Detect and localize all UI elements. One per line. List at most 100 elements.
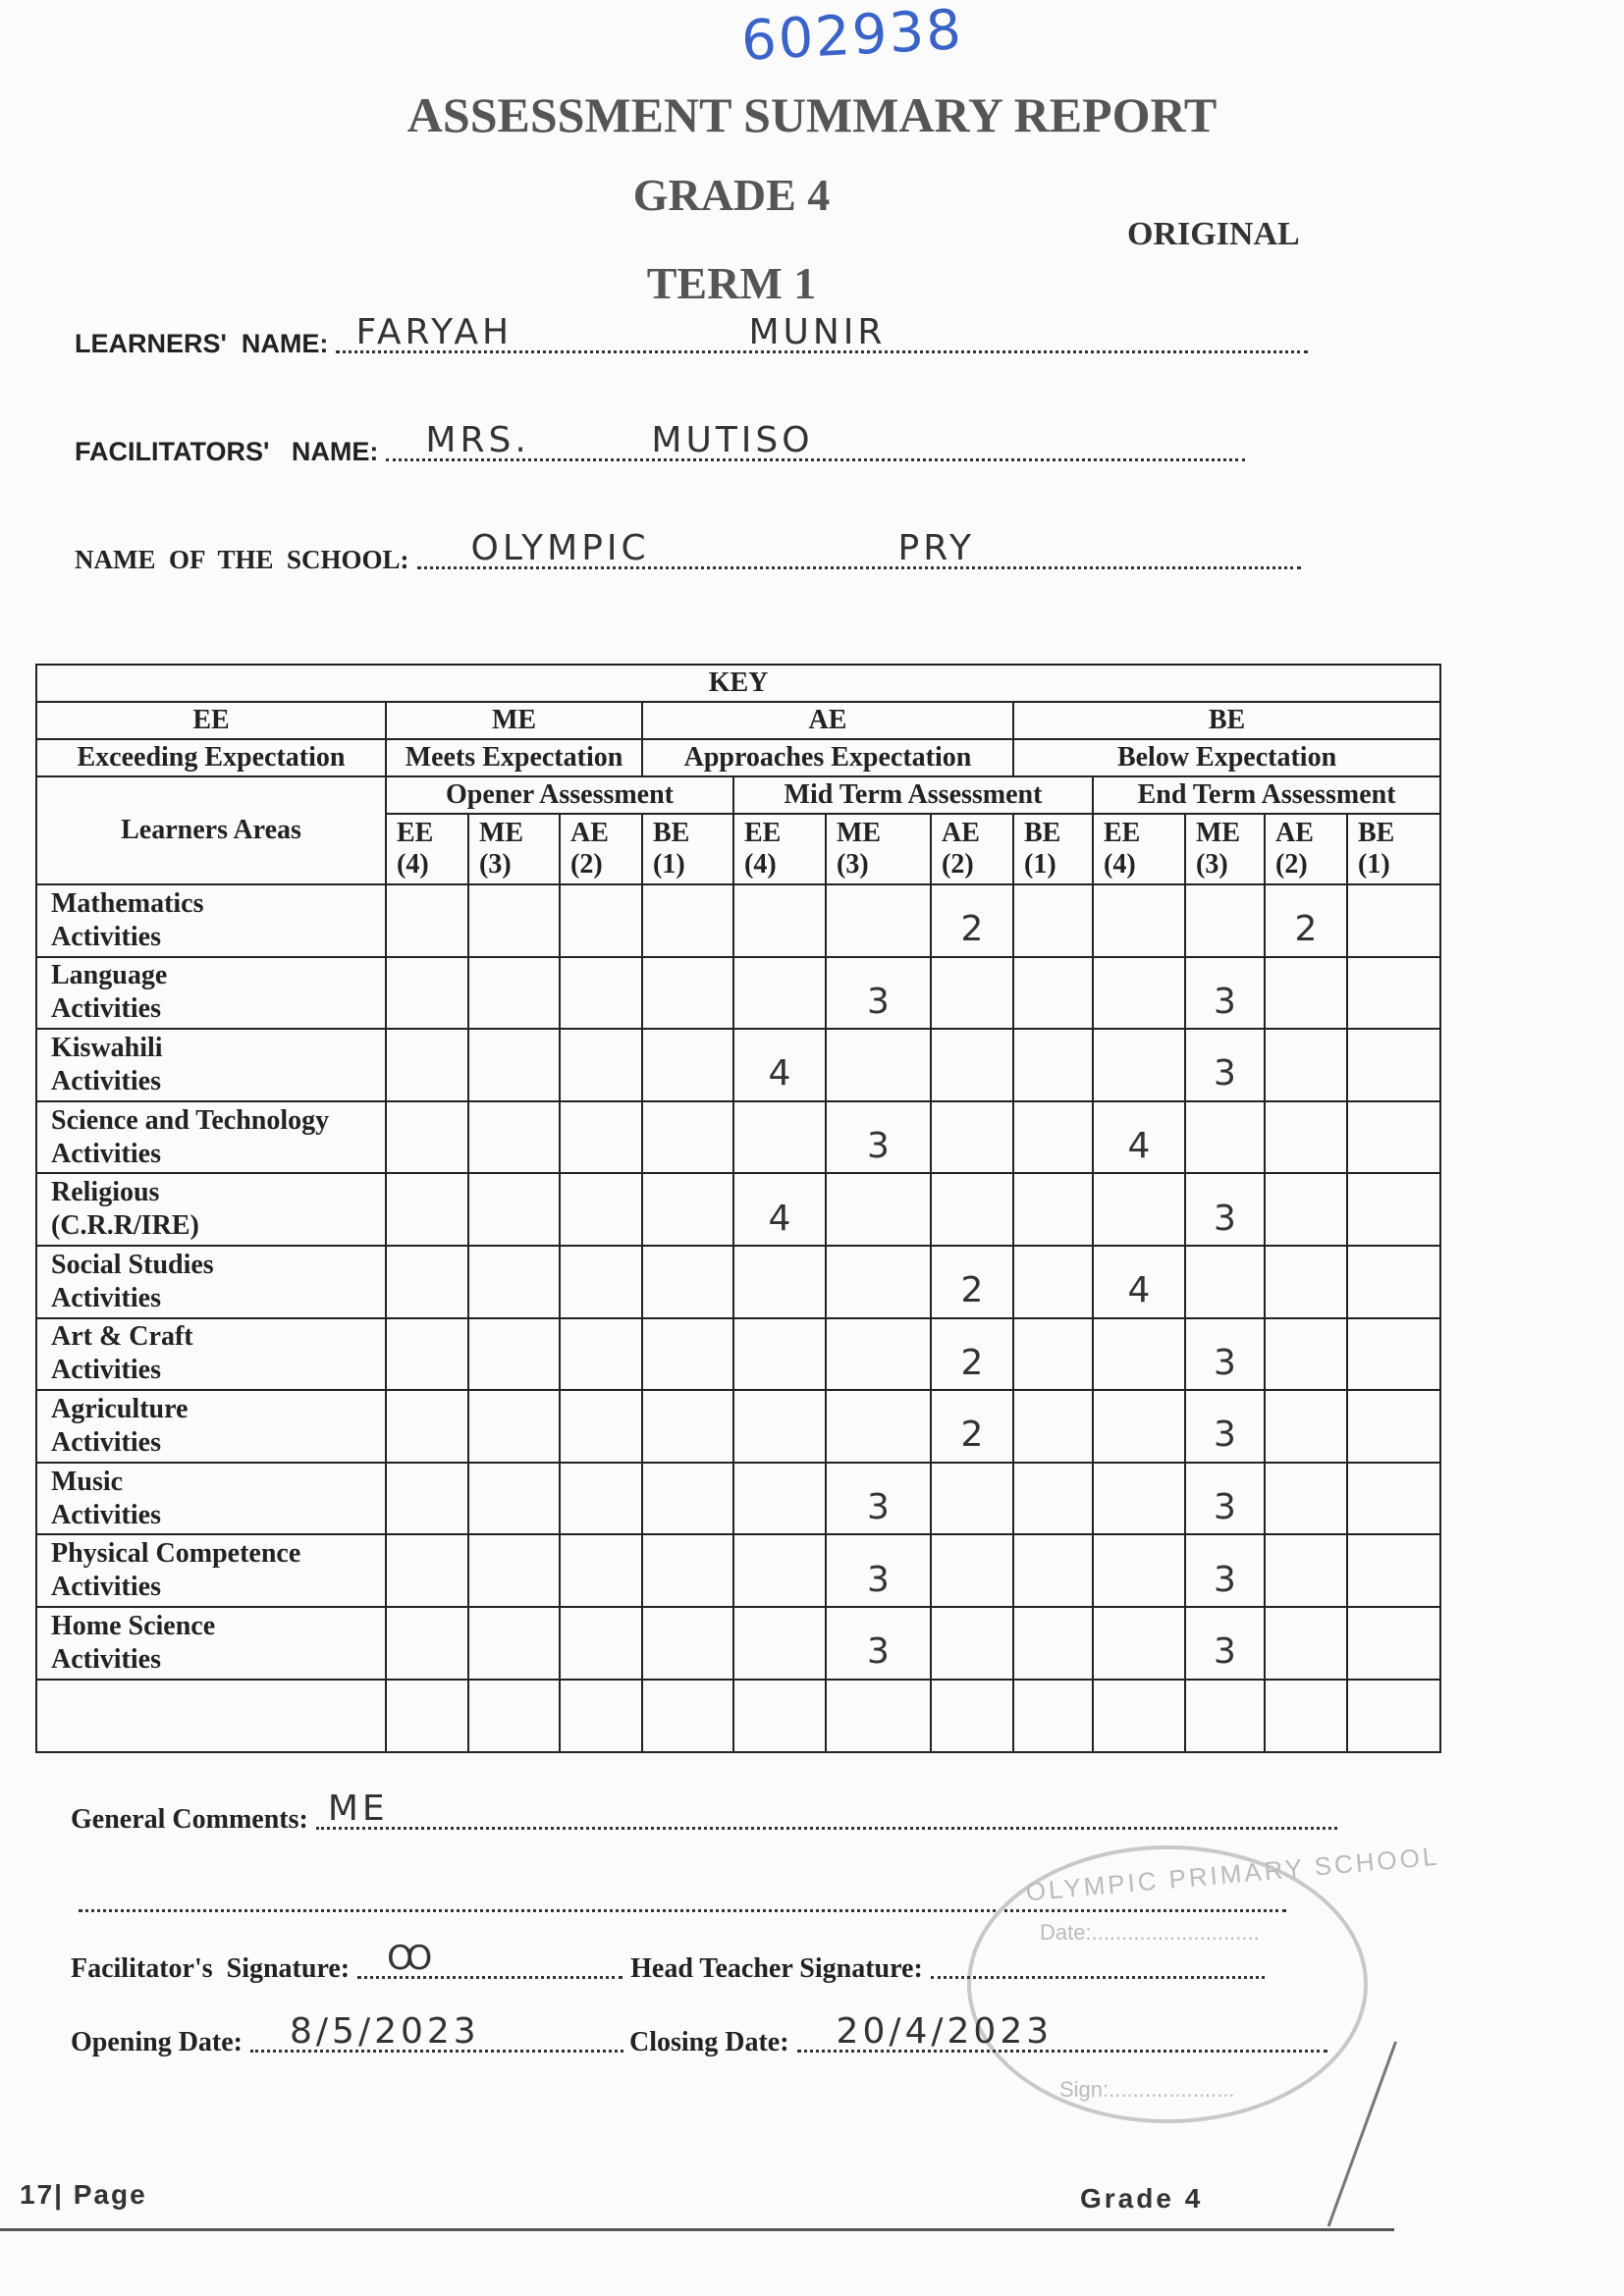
mid-score-cell bbox=[825, 1316, 932, 1392]
mid-score-cell bbox=[825, 1678, 932, 1753]
learner-name-field: LEARNERS' NAME: FARYAH MUNIR bbox=[75, 312, 1309, 359]
end-score-cell bbox=[1092, 1389, 1186, 1464]
page-number: 17| Page bbox=[20, 2179, 147, 2210]
key-meaning: Exceeding Expectation bbox=[35, 738, 387, 777]
learning-area-name: Mathematics bbox=[51, 887, 204, 919]
learning-area: Language Activities bbox=[35, 955, 387, 1031]
learner-first-name: FARYAH bbox=[355, 312, 514, 352]
opener-score-cell bbox=[641, 1389, 734, 1464]
end-score-cell bbox=[1264, 1461, 1348, 1536]
opener-score-cell bbox=[385, 1028, 469, 1102]
mid-score-cell bbox=[1012, 883, 1094, 958]
learning-area: Agriculture Activities bbox=[35, 1389, 387, 1464]
opener-score-cell bbox=[385, 1533, 469, 1608]
end-score-cell bbox=[1092, 955, 1186, 1031]
assessment-table: KEY EE ME AE BE Exceeding Expectation Meets Ex… bbox=[34, 664, 1442, 1753]
opener-score-cell bbox=[641, 1099, 734, 1175]
mid-score-cell bbox=[1012, 1389, 1094, 1464]
mid-score-cell: 2 bbox=[930, 883, 1014, 958]
general-comments-value: ME bbox=[327, 1789, 389, 1829]
assessment-header: End Term Assessment bbox=[1091, 775, 1442, 815]
mid-score-cell bbox=[930, 1678, 1014, 1753]
mid-score-cell bbox=[732, 1533, 827, 1608]
mid-score-cell bbox=[930, 1533, 1014, 1608]
mid-score-cell: 3 bbox=[825, 1461, 932, 1536]
assessment-header: Opener Assessment bbox=[385, 775, 734, 815]
opener-score-cell bbox=[559, 1389, 643, 1464]
mid-score-cell bbox=[732, 1461, 827, 1536]
level-score: (1) bbox=[1024, 849, 1056, 880]
opener-score-cell bbox=[559, 1172, 643, 1247]
opener-score-cell bbox=[467, 883, 561, 958]
mid-score-cell bbox=[1012, 1028, 1094, 1102]
learning-area-name: Agriculture bbox=[51, 1393, 189, 1424]
learning-area: Home Science Activities bbox=[35, 1605, 387, 1681]
school-name: OLYMPIC bbox=[470, 528, 650, 568]
mid-score-cell: 3 bbox=[825, 1605, 932, 1681]
learning-area-name: Science and Technology bbox=[51, 1104, 330, 1136]
table-row: Mathematics Activities 2 2 bbox=[35, 883, 1442, 958]
key-meaning: Below Expectation bbox=[1011, 738, 1442, 777]
learning-area-sub: Activities bbox=[51, 1426, 161, 1458]
end-score-cell bbox=[1345, 1028, 1442, 1102]
end-score-cell: 2 bbox=[1264, 883, 1348, 958]
end-score-cell bbox=[1264, 1605, 1348, 1681]
mid-score-cell bbox=[732, 1605, 827, 1681]
end-score-cell: 3 bbox=[1184, 955, 1266, 1031]
level-header: AE (2) bbox=[930, 813, 1014, 885]
learning-area bbox=[35, 1678, 387, 1753]
mid-score-cell bbox=[825, 883, 932, 958]
opening-date-line: 8/5/2023 bbox=[250, 2011, 623, 2053]
end-score-cell: 4 bbox=[1092, 1244, 1186, 1319]
facilitator-name-label: FACILITATORS' NAME: bbox=[75, 437, 379, 466]
mid-score-cell bbox=[825, 1172, 932, 1247]
opener-score-cell bbox=[641, 1678, 734, 1753]
level-code: AE bbox=[570, 817, 609, 848]
school-name-field: NAME OF THE SCHOOL: OLYMPIC PRY bbox=[75, 528, 1301, 575]
end-score-cell bbox=[1345, 1533, 1442, 1608]
mid-score-cell bbox=[732, 955, 827, 1031]
opener-score-cell bbox=[467, 1678, 561, 1753]
table-row: Home Science Activities 3 3 bbox=[35, 1605, 1442, 1681]
mid-score-cell bbox=[1012, 1533, 1094, 1608]
end-score-cell bbox=[1345, 883, 1442, 958]
mid-score-cell bbox=[930, 955, 1014, 1031]
mid-score-cell bbox=[930, 1605, 1014, 1681]
mid-score-cell bbox=[930, 1099, 1014, 1175]
learning-area-sub: Activities bbox=[51, 993, 161, 1025]
mid-score-cell bbox=[1012, 1678, 1094, 1753]
learning-area-name: Physical Competence bbox=[51, 1538, 301, 1570]
school-name-label: NAME OF THE SCHOOL: bbox=[75, 545, 409, 574]
level-header: EE (4) bbox=[1092, 813, 1186, 885]
head-teacher-signature-line bbox=[930, 1976, 1265, 1979]
table-row: Physical Competence Activities 3 3 bbox=[35, 1533, 1442, 1608]
end-score-cell bbox=[1184, 1244, 1266, 1319]
level-code: BE bbox=[1358, 817, 1395, 848]
term-heading: TERM 1 bbox=[646, 258, 817, 308]
end-score-cell bbox=[1345, 1605, 1442, 1681]
end-score-cell bbox=[1345, 955, 1442, 1031]
table-row: Art & Craft Activities 2 3 bbox=[35, 1316, 1442, 1392]
level-score: (3) bbox=[837, 849, 869, 880]
key-meaning-row: Exceeding Expectation Meets Expectation Ap… bbox=[35, 738, 1442, 777]
opener-score-cell bbox=[467, 1099, 561, 1175]
mid-score-cell bbox=[1012, 1461, 1094, 1536]
learning-area-name: Social Studies bbox=[51, 1249, 214, 1280]
opener-score-cell bbox=[467, 1605, 561, 1681]
key-code-row: EE ME AE BE bbox=[35, 701, 1442, 740]
mid-score-cell bbox=[930, 1028, 1014, 1102]
table-row: Music Activities 3 3 bbox=[35, 1461, 1442, 1536]
opener-score-cell bbox=[385, 1099, 469, 1175]
stamp-date-text: Date: bbox=[1040, 1920, 1092, 1945]
closing-date-label: Closing Date: bbox=[629, 2027, 789, 2057]
end-score-cell bbox=[1184, 1678, 1266, 1753]
opener-score-cell bbox=[641, 1028, 734, 1102]
mid-score-cell bbox=[1012, 1172, 1094, 1247]
facilitator-title: MRS. bbox=[425, 420, 530, 460]
opener-score-cell bbox=[467, 1028, 561, 1102]
end-score-cell bbox=[1345, 1389, 1442, 1464]
opener-score-cell bbox=[559, 1316, 643, 1392]
opener-score-cell bbox=[559, 1678, 643, 1753]
mid-score-cell: 2 bbox=[930, 1316, 1014, 1392]
footer-rule bbox=[0, 2228, 1394, 2231]
